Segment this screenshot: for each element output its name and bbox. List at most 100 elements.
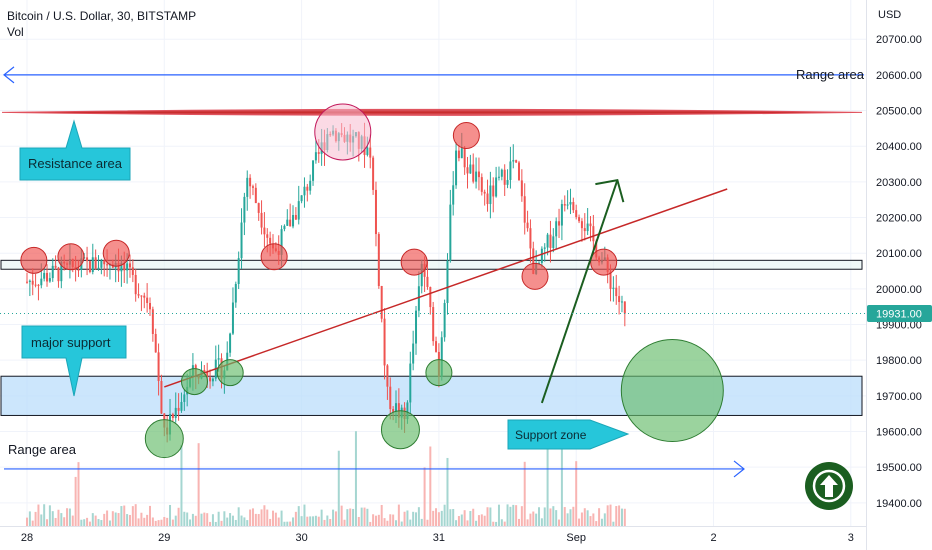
candle-body-down <box>575 210 578 218</box>
candle-body-up <box>495 177 498 197</box>
candle-body-down <box>37 284 40 286</box>
resistance-callout-label: Resistance area <box>28 156 123 171</box>
volume-bar <box>86 517 89 526</box>
candle-body-up <box>211 378 214 382</box>
candle-body-down <box>77 269 80 271</box>
volume-bar <box>437 512 440 526</box>
volume-bar <box>169 504 172 526</box>
volume-bar <box>163 516 166 526</box>
projection-arrow-line <box>540 179 619 404</box>
major-support-callout[interactable]: major support <box>21 325 127 397</box>
volume-bar <box>589 516 592 526</box>
volume-bar <box>409 519 412 526</box>
volume-bar <box>386 520 389 526</box>
volume-bars <box>26 431 626 526</box>
volume-bar <box>206 513 209 526</box>
candle-body-down <box>392 409 395 412</box>
volume-bar <box>131 506 134 526</box>
candle-body-down <box>592 226 595 242</box>
candle-body-down <box>88 261 91 272</box>
volume-bar <box>223 511 226 526</box>
volume-bar <box>500 519 503 526</box>
resistance-callout[interactable]: Resistance area <box>19 119 131 181</box>
candle-body-down <box>289 219 292 227</box>
time-tick-label: 3 <box>848 532 854 544</box>
volume-bar <box>60 513 63 526</box>
volume-bar <box>337 450 340 526</box>
volume-bar <box>340 505 343 526</box>
volume-bar <box>111 511 114 526</box>
candle-body-up <box>100 260 103 268</box>
time-tick-label: 2 <box>710 532 716 544</box>
volume-bar <box>126 514 129 526</box>
candle-body-up <box>500 169 503 177</box>
range-area-top-label: Range area <box>796 67 865 82</box>
pivot-circle <box>144 419 184 459</box>
volume-bar <box>417 507 420 526</box>
candle-body-down <box>457 150 460 159</box>
candle-body-down <box>472 164 475 182</box>
volume-bar <box>569 509 572 526</box>
candle-body-down <box>463 148 466 168</box>
candle-body-down <box>306 186 309 191</box>
volume-bar <box>106 510 109 526</box>
volume-bar <box>475 520 478 526</box>
volume-bar <box>180 444 183 526</box>
volume-bar <box>143 517 146 526</box>
candle-body-up <box>51 265 54 279</box>
volume-bar <box>254 513 257 526</box>
volume-bar <box>312 516 315 526</box>
candle-body-up <box>538 262 541 264</box>
candle-body-down <box>123 262 126 271</box>
volume-bar <box>606 505 609 526</box>
volume-bar <box>297 506 300 526</box>
volume-bar <box>455 520 458 526</box>
volume-bar <box>343 519 346 526</box>
volume-bar <box>403 511 406 526</box>
volume-bar <box>326 515 329 526</box>
candle-body-up <box>217 358 220 360</box>
candle-body-down <box>429 286 432 308</box>
pivot-circle <box>216 359 244 387</box>
volume-bar <box>512 504 515 526</box>
candle-body-up <box>292 215 295 227</box>
volume-bar <box>423 467 426 526</box>
candle-body-up <box>443 302 446 338</box>
volume-bar <box>54 517 57 526</box>
volume-bar <box>349 508 352 526</box>
volume-bar <box>572 506 575 526</box>
drawing-overlays <box>0 66 866 478</box>
candle-body-down <box>177 407 180 411</box>
candle-body-down <box>580 221 583 229</box>
volume-bar <box>566 513 569 526</box>
volume-bar <box>603 513 606 526</box>
candle-body-up <box>286 219 289 226</box>
pivot-circle <box>425 359 453 387</box>
volume-indicator-label: Vol <box>7 25 24 39</box>
volume-bar <box>48 505 51 526</box>
support-zone-callout[interactable]: Support zone <box>507 419 630 450</box>
candle-body-up <box>300 195 303 202</box>
volume-bar <box>40 514 43 526</box>
candle-body-down <box>503 169 506 185</box>
candle-body-down <box>532 248 535 274</box>
price-axis[interactable]: 19400.00 19500.00 19600.00 19700.00 19800.00… <box>876 34 922 510</box>
candle-body-up <box>60 261 63 282</box>
volume-bar <box>420 518 423 526</box>
candle-body-down <box>54 265 57 268</box>
volume-bar <box>174 515 177 526</box>
arrow-right-icon <box>733 460 745 478</box>
pivot-circle <box>590 248 618 276</box>
volume-bar <box>292 517 295 526</box>
candle-body-up <box>43 272 46 279</box>
bullish-badge[interactable] <box>805 462 853 510</box>
volume-bar <box>529 513 532 526</box>
major-support-callout-label: major support <box>31 335 111 350</box>
candle-body-down <box>432 307 435 342</box>
time-axis[interactable]: 28 29 30 31 Sep 2 3 <box>21 532 854 544</box>
candle-body-up <box>420 263 423 287</box>
candle-body-down <box>154 333 157 353</box>
candle-body-up <box>40 278 43 286</box>
candle-body-down <box>466 167 469 174</box>
